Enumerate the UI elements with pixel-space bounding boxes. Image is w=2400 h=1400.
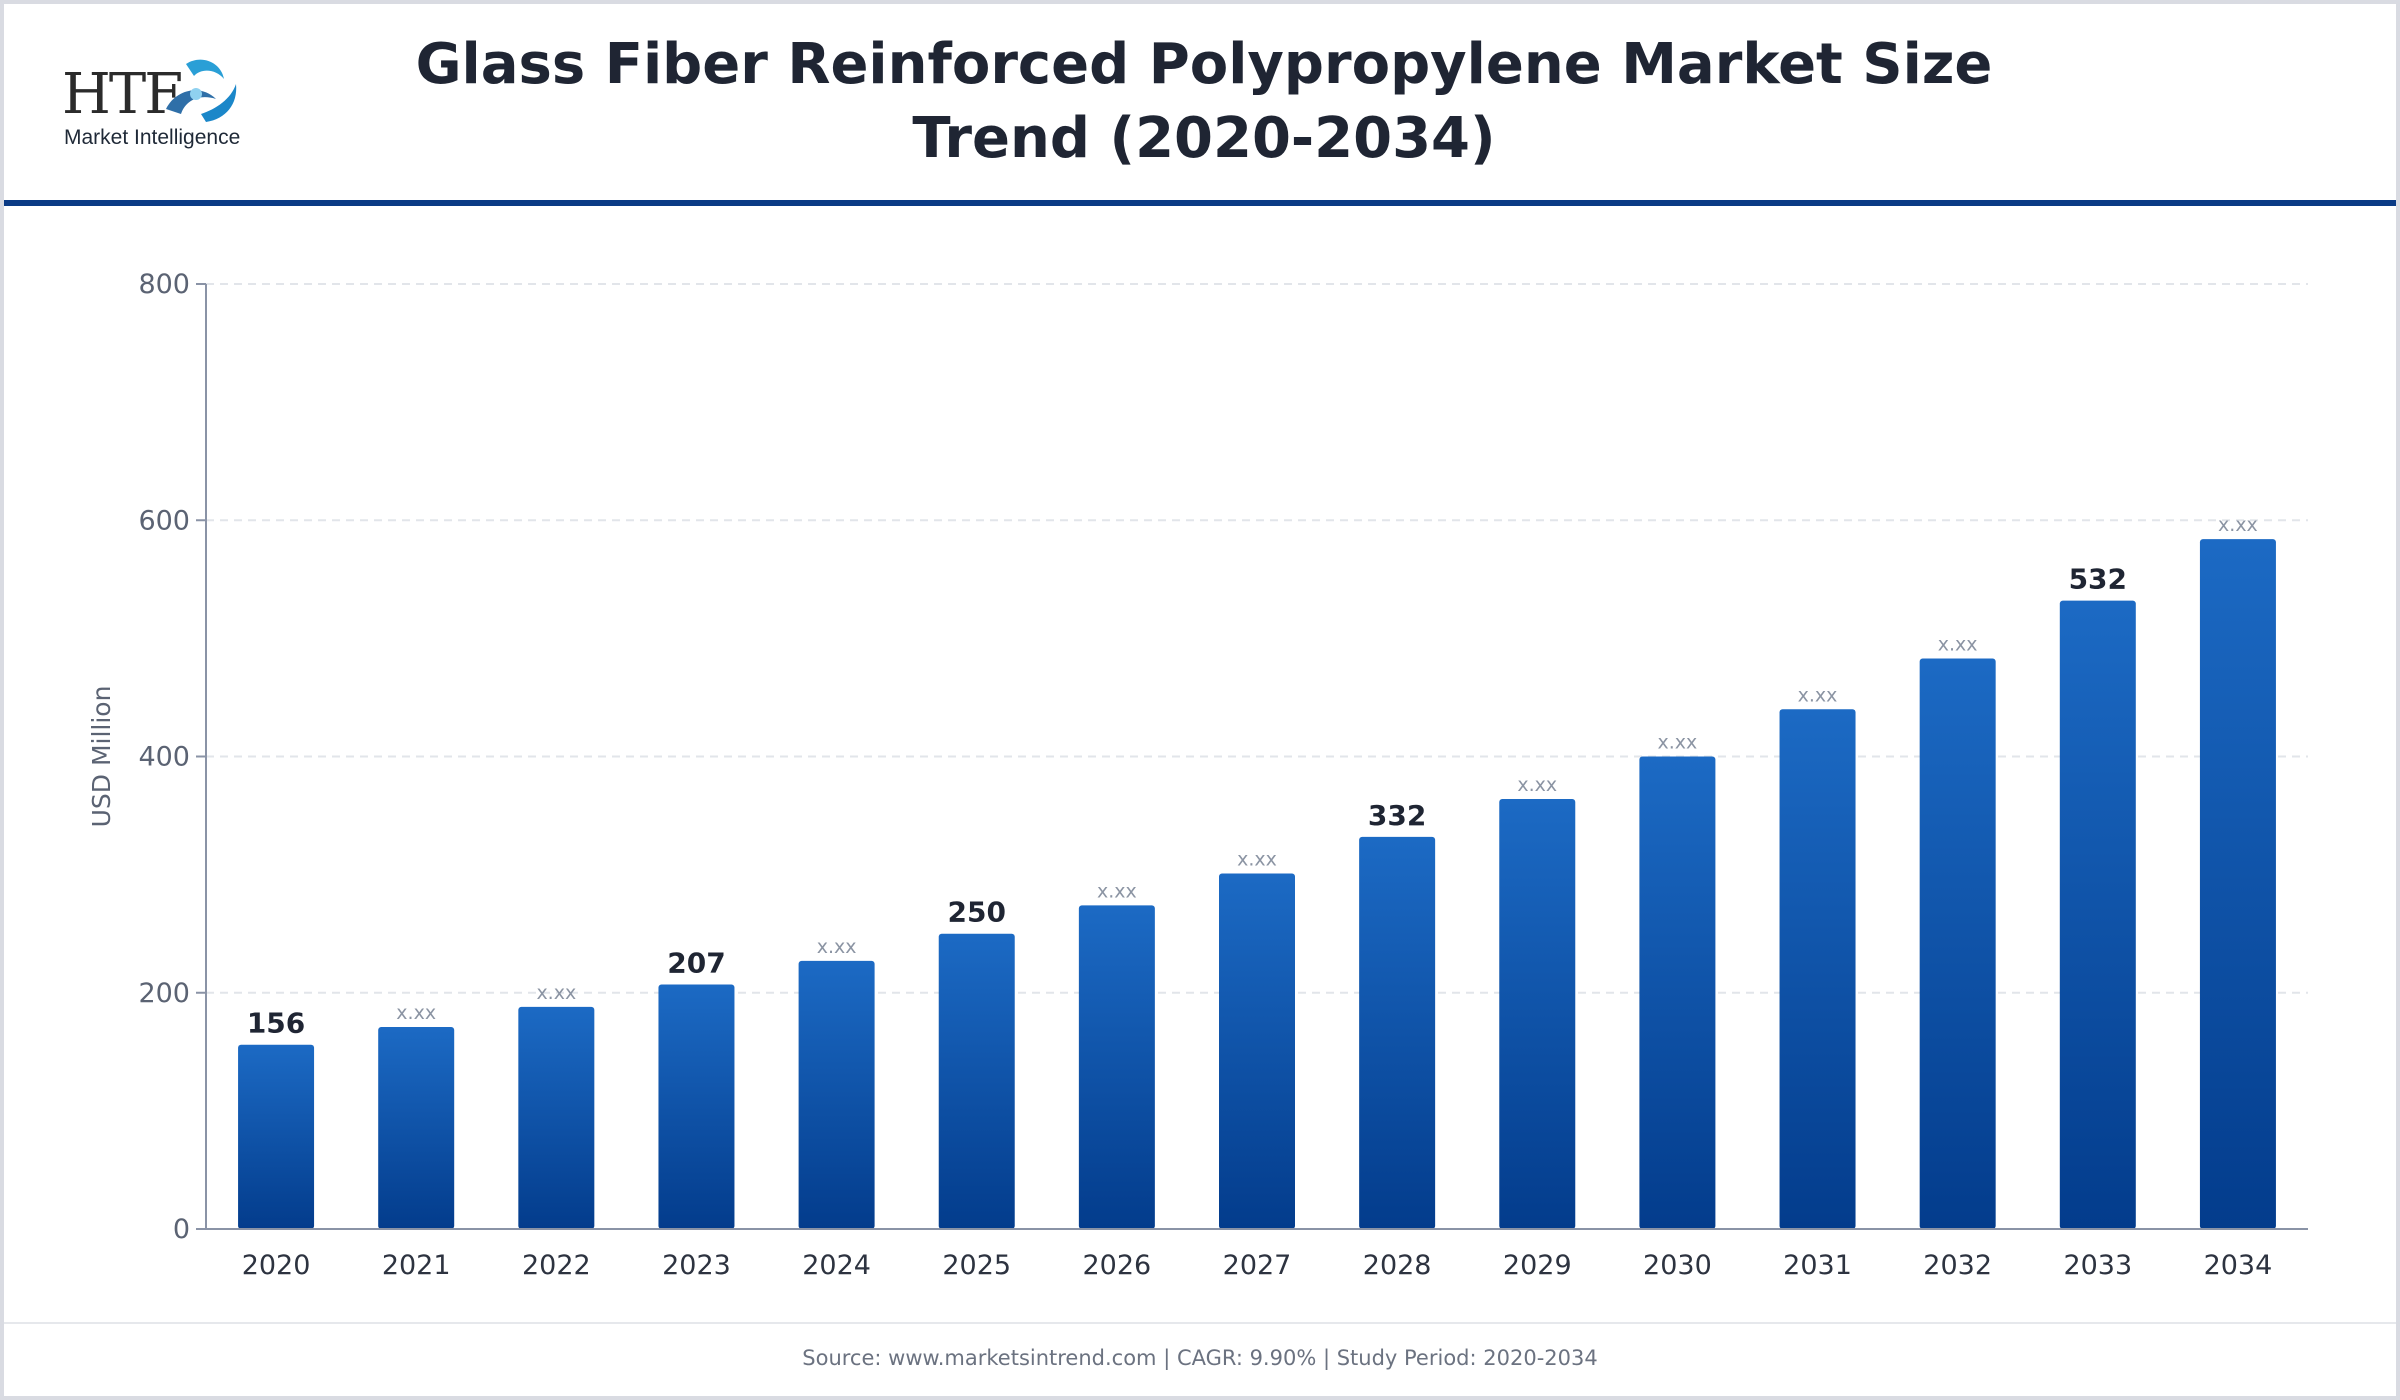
bar-2030	[1639, 756, 1716, 1229]
logo-text: HTF	[62, 62, 183, 127]
x-tick-label: 2024	[802, 1250, 871, 1281]
data-label: x.xx	[1658, 732, 1698, 754]
bar-2026	[1078, 905, 1155, 1229]
x-tick-label: 2020	[242, 1250, 311, 1281]
bar-2023	[658, 984, 735, 1229]
data-label: x.xx	[1938, 633, 1978, 655]
bar-2027	[1219, 873, 1295, 1229]
header-divider	[4, 200, 2396, 206]
x-tick-label: 2029	[1503, 1250, 1572, 1281]
data-label: 332	[1368, 799, 1426, 832]
data-label: x.xx	[396, 1002, 436, 1024]
x-tick-label: 2032	[1923, 1250, 1992, 1281]
data-label: x.xx	[1237, 848, 1277, 870]
x-tick-label: 2025	[942, 1250, 1011, 1281]
bar-2034	[2199, 539, 2276, 1229]
swirl-logo-icon	[166, 59, 237, 122]
chart-title-line2: Trend (2020-2034)	[912, 106, 1496, 171]
x-tick-label: 2027	[1223, 1250, 1292, 1281]
logo-subtext: Market Intelligence	[64, 126, 241, 149]
x-tick-label: 2033	[2063, 1250, 2132, 1281]
data-label: x.xx	[1097, 880, 1137, 902]
y-tick-label: 800	[138, 269, 190, 300]
chart-title: Glass Fiber Reinforced Polypropylene Mar…	[304, 28, 2104, 176]
data-label: 250	[948, 896, 1006, 929]
bar-2025	[938, 933, 1015, 1229]
bar-2029	[1499, 799, 1576, 1229]
bar-2028	[1359, 836, 1436, 1229]
x-tick-label: 2022	[522, 1250, 591, 1281]
data-label: x.xx	[1517, 774, 1557, 796]
x-tick-label: 2031	[1783, 1250, 1852, 1281]
data-label: 532	[2069, 563, 2127, 596]
y-tick-label: 400	[138, 742, 190, 773]
footer-divider	[4, 1322, 2396, 1324]
htf-logo: HTF Market Intelligence	[56, 54, 246, 154]
bar-chart: 0 200 400 600 800 USD Million 2020 156 2021 x.xx…	[87, 269, 2308, 1281]
x-tick-label: 2030	[1643, 1250, 1712, 1281]
bar-2022	[518, 1006, 595, 1229]
bar-2020	[238, 1044, 315, 1229]
x-tick-label: 2026	[1083, 1250, 1152, 1281]
chart-title-line1: Glass Fiber Reinforced Polypropylene Mar…	[415, 32, 1993, 97]
data-label: 207	[667, 946, 725, 979]
source-footer: Source: www.marketsintrend.com | CAGR: 9…	[802, 1346, 1598, 1370]
header: HTF Market Intelligence Glass Fiber Rein…	[4, 4, 2396, 199]
y-axis-title: USD Million	[87, 686, 116, 828]
data-label: x.xx	[817, 936, 857, 958]
data-label: x.xx	[536, 982, 576, 1004]
data-label: x.xx	[2218, 514, 2258, 536]
bar-2033	[2059, 600, 2136, 1229]
bar-2024	[798, 960, 875, 1229]
data-label: x.xx	[1798, 684, 1838, 706]
y-tick-label: 0	[173, 1214, 190, 1245]
bar-2021	[378, 1027, 455, 1229]
bar-2031	[1779, 709, 1856, 1229]
data-label: 156	[247, 1007, 305, 1040]
y-tick-label: 200	[138, 978, 190, 1009]
axes: 0 200 400 600 800 USD Million	[87, 269, 2308, 1245]
x-tick-label: 2028	[1363, 1250, 1432, 1281]
bar-2032	[1919, 658, 1996, 1229]
y-tick-label: 600	[138, 505, 190, 536]
x-tick-label: 2021	[382, 1250, 451, 1281]
labels: 2020 156 2021 x.xx 2022 x.xx 2023 207 2024 x.xx 20…	[242, 514, 2273, 1281]
x-tick-label: 2023	[662, 1250, 731, 1281]
bars	[238, 539, 2276, 1229]
x-tick-label: 2034	[2204, 1250, 2273, 1281]
